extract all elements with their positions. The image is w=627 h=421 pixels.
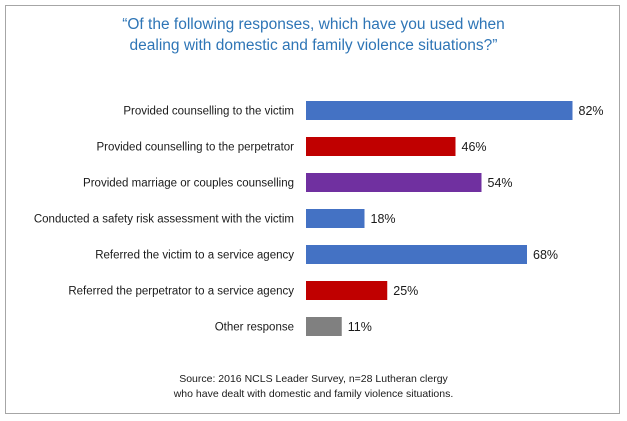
value-label: 11% xyxy=(348,320,372,334)
value-label: 46% xyxy=(462,140,487,154)
value-label: 25% xyxy=(393,284,418,298)
bar xyxy=(306,209,365,228)
bar xyxy=(306,173,482,192)
source-line-1: Source: 2016 NCLS Leader Survey, n=28 Lu… xyxy=(179,373,448,385)
category-label: Conducted a safety risk assessment with … xyxy=(34,214,294,226)
chart-source-note: Source: 2016 NCLS Leader Survey, n=28 Lu… xyxy=(0,372,627,402)
chart-title: “Of the following responses, which have … xyxy=(0,14,627,56)
value-label: 18% xyxy=(371,212,396,226)
category-label: Provided marriage or couples counselling xyxy=(83,178,294,190)
category-label: Referred the victim to a service agency xyxy=(95,250,294,262)
category-label: Referred the perpetrator to a service ag… xyxy=(68,286,294,298)
chart-title-line-2: dealing with domestic and family violenc… xyxy=(129,37,498,54)
category-label: Provided counselling to the victim xyxy=(123,106,294,118)
bar xyxy=(306,245,527,264)
bar xyxy=(306,317,342,336)
category-label: Provided counselling to the perpetrator xyxy=(96,142,294,154)
category-label: Other response xyxy=(215,322,294,334)
value-label: 82% xyxy=(579,104,604,118)
bar xyxy=(306,281,388,300)
value-label: 68% xyxy=(533,248,558,262)
chart-title-line-1: “Of the following responses, which have … xyxy=(122,16,505,33)
source-line-2: who have dealt with domestic and family … xyxy=(173,388,454,400)
bar xyxy=(306,101,573,120)
bar xyxy=(306,137,456,156)
value-label: 54% xyxy=(488,176,513,190)
